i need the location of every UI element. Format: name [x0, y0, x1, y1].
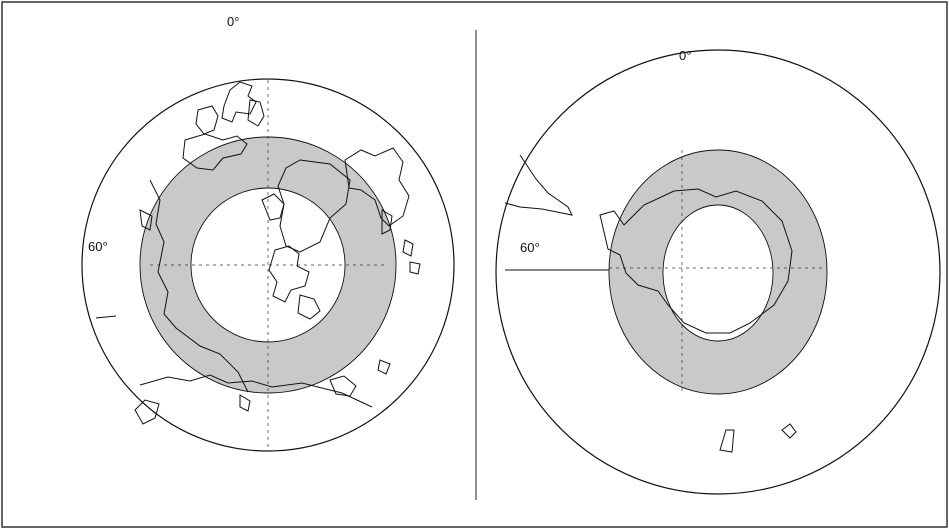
island-outline — [781, 423, 797, 439]
south-latitude-label: 60° — [520, 240, 540, 255]
north-coastlines — [95, 81, 421, 425]
south-polar-map — [495, 49, 941, 495]
south-outer-circle — [495, 49, 941, 495]
north-polar-map — [81, 78, 455, 452]
north-longitude-label: 0° — [227, 14, 240, 29]
south-longitude-label: 0° — [679, 48, 692, 63]
north-auroral-band — [139, 136, 397, 394]
antarctica-coastline — [599, 188, 793, 334]
south-america-coastline — [504, 154, 573, 216]
island-outline — [719, 429, 735, 453]
north-latitude-label: 60° — [88, 239, 108, 254]
